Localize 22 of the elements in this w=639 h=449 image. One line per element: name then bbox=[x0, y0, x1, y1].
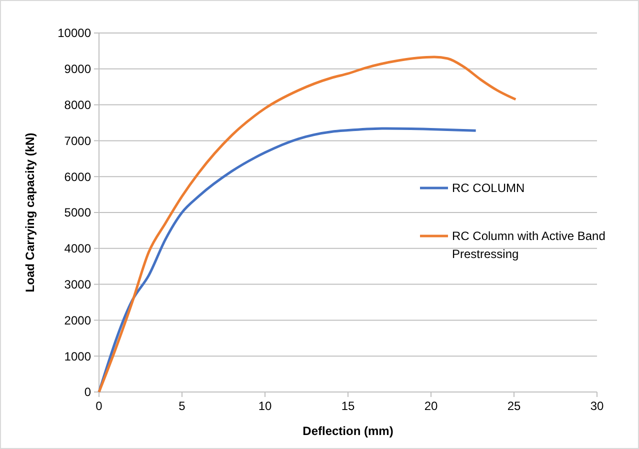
legend-label: RC COLUMN bbox=[452, 181, 525, 196]
x-tick-label: 10 bbox=[258, 399, 272, 413]
legend-label: RC Column with Active Band Prestressing bbox=[452, 229, 606, 262]
y-tick-label: 5000 bbox=[64, 206, 92, 220]
y-tick-label: 2000 bbox=[64, 313, 92, 328]
x-tick-label: 5 bbox=[178, 399, 186, 413]
y-tick-label: 9000 bbox=[64, 62, 92, 76]
x-tick-label: 0 bbox=[96, 399, 103, 413]
y-axis-title: Load Carrying capacity (kN) bbox=[23, 132, 37, 292]
x-tick-label: 25 bbox=[507, 399, 521, 413]
y-tick-label: 8000 bbox=[64, 98, 92, 112]
y-tick-label: 0 bbox=[84, 385, 92, 400]
x-axis-title: Deflection (mm) bbox=[302, 424, 394, 438]
y-tick-label: 7000 bbox=[64, 134, 92, 148]
y-tick-label: 1000 bbox=[64, 349, 92, 364]
y-tick-label: 4000 bbox=[64, 242, 92, 256]
x-tick-label: 15 bbox=[341, 399, 355, 413]
y-tick-label: 6000 bbox=[64, 170, 92, 184]
x-tick-label: 20 bbox=[424, 399, 438, 413]
y-tick-label: 3000 bbox=[64, 278, 92, 292]
y-tick-label: 10000 bbox=[58, 26, 92, 40]
x-tick-label: 30 bbox=[590, 399, 604, 413]
